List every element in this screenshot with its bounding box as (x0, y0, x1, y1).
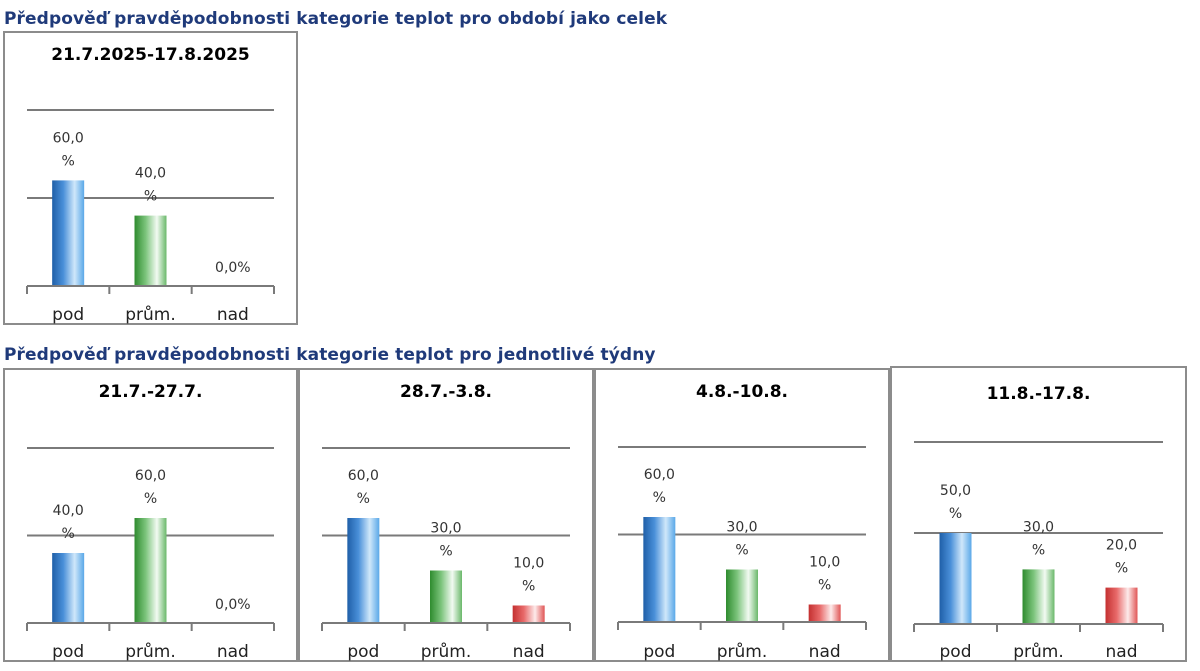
chart-week-2: 28.7.-3.8. 60,0% pod 30,0% prům. 10,0% nad (298, 368, 594, 662)
chart-title: 4.8.-10.8. (696, 382, 788, 402)
data-label-pod: 60,0% (348, 468, 379, 507)
chart-svg: 28.7.-3.8. 60,0 % pod 30,0 % prům. 10,0 % nad (321, 382, 571, 662)
bar-pod (52, 553, 85, 623)
data-label-pod: 50,0% (940, 483, 971, 522)
bar-prum (1022, 569, 1055, 624)
category-label-pod: pod (52, 305, 84, 325)
chart-week-3: 4.8.-10.8. 60,0% pod 30,0% prům. 10,0% nad (594, 368, 890, 662)
chart-title: 28.7.-3.8. (400, 382, 492, 402)
chart-svg: 11.8.-17.8. 50,0 % pod 30,0 % prům. 20,0 % nad (913, 384, 1164, 662)
bar-prum (726, 569, 758, 622)
data-label-pod: 40,0% (53, 503, 84, 542)
chart-period: 21.7.2025-17.8.2025 60,0% pod 40,0% prům. 0,0… (3, 31, 298, 325)
weekly-heading: Předpověď pravděpodobnosti kategorie tep… (4, 345, 656, 365)
bar-nad (512, 605, 545, 623)
category-label-nad: nad (513, 642, 545, 662)
chart-svg: 4.8.-10.8. 60,0 % pod 30,0 % prům. 10,0 % nad (617, 382, 867, 662)
chart-svg: 21.7.2025-17.8.2025 60,0 % pod 40,0 % prům. 0,0… (26, 45, 275, 325)
bar-prum (430, 570, 462, 623)
data-label-prum: 30,0% (430, 521, 461, 560)
bar-pod (52, 180, 85, 286)
bar-prum (134, 215, 167, 286)
data-label-nad: 10,0% (809, 555, 840, 594)
data-label-prum: 30,0% (1023, 519, 1054, 558)
bar-nad (1105, 587, 1138, 624)
bar-nad (808, 604, 841, 622)
data-label-nad: 0,0% (215, 597, 251, 613)
category-label-pod: pod (347, 642, 379, 662)
category-label-prum: prům. (125, 305, 176, 325)
data-label-nad: 10,0% (513, 556, 544, 595)
chart-svg: 21.7.-27.7. 40,0 % pod 60,0 % prům. 0,0% nad (26, 382, 275, 662)
bar-pod (643, 517, 676, 622)
category-label-prum: prům. (125, 642, 176, 662)
bar-pod (347, 518, 380, 623)
data-label-nad: 20,0% (1106, 538, 1137, 577)
category-label-nad: nad (217, 642, 249, 662)
data-label-prum: 40,0% (135, 166, 166, 205)
chart-title: 21.7.-27.7. (99, 382, 203, 402)
category-label-prum: prům. (717, 642, 768, 662)
data-label-prum: 60,0% (135, 468, 166, 507)
chart-week-1: 21.7.-27.7. 40,0% pod 60,0% prům. 0,0% nad (3, 368, 298, 662)
data-label-nad: 0,0% (215, 260, 251, 276)
category-label-nad: nad (1106, 642, 1138, 662)
category-label-prum: prům. (1013, 642, 1064, 662)
period-heading: Předpověď pravděpodobnosti kategorie tep… (4, 9, 668, 29)
category-label-nad: nad (217, 305, 249, 325)
category-label-pod: pod (940, 642, 972, 662)
chart-week-4: 11.8.-17.8. 50,0% pod 30,0% prům. 20,0% nad (890, 366, 1187, 662)
category-label-pod: pod (52, 642, 84, 662)
data-label-prum: 30,0% (726, 520, 757, 559)
bar-prum (134, 518, 167, 623)
category-label-prum: prům. (421, 642, 472, 662)
category-label-nad: nad (809, 642, 841, 662)
data-label-pod: 60,0% (644, 467, 675, 506)
category-label-pod: pod (643, 642, 675, 662)
chart-title: 21.7.2025-17.8.2025 (51, 45, 250, 65)
chart-title: 11.8.-17.8. (987, 384, 1091, 404)
data-label-pod: 60,0% (53, 130, 84, 169)
bar-pod (939, 533, 972, 624)
